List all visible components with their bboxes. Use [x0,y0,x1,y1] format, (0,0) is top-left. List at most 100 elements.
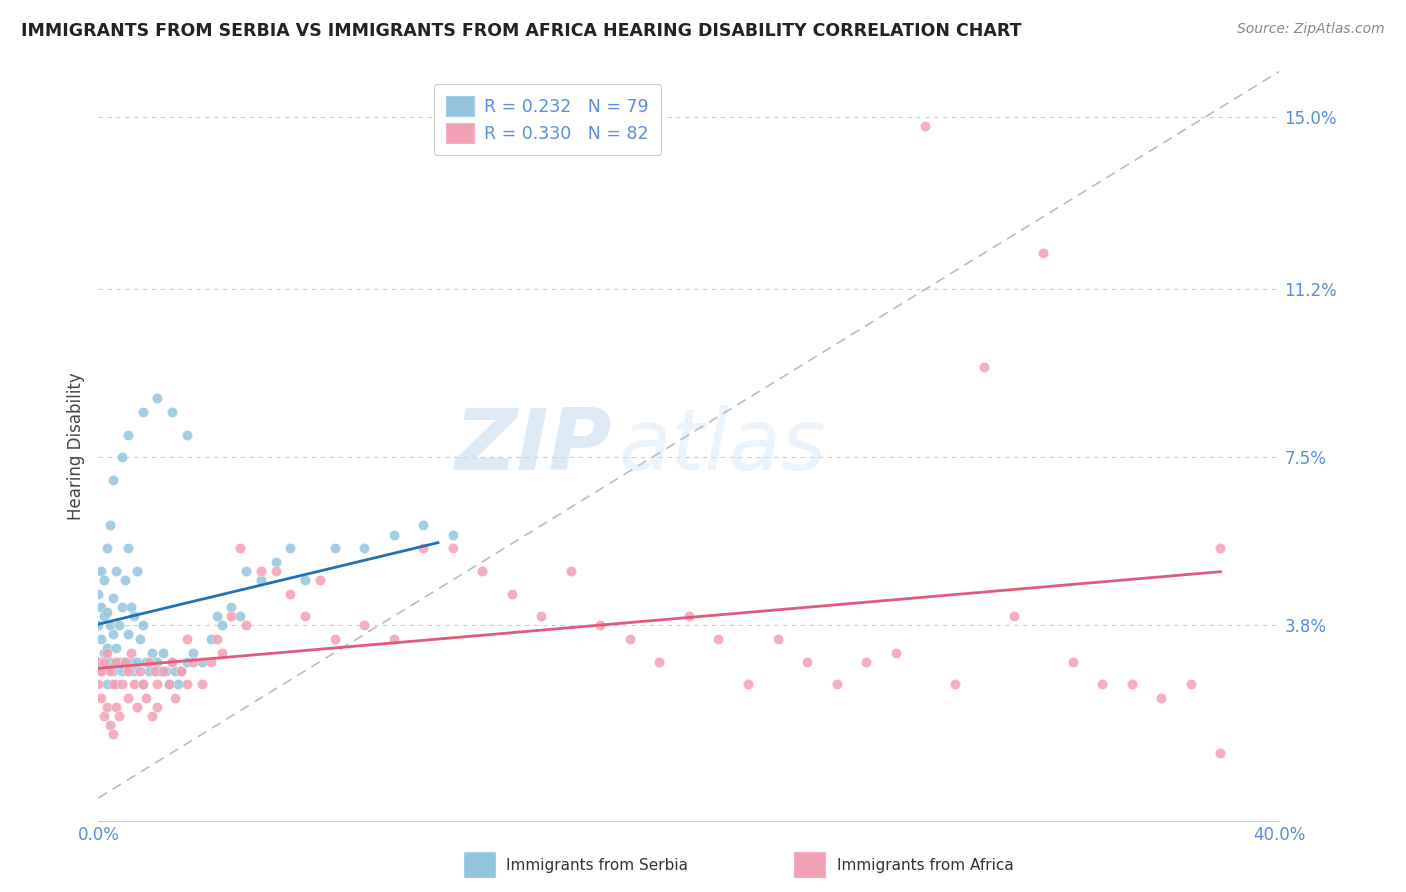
Point [1180,677,1202,691]
Point [280,586,302,600]
Point [855,655,877,669]
Point [141,646,163,660]
Point [280,541,302,556]
Point [162,655,183,669]
Point [353,618,375,632]
Point [143,664,166,678]
Text: Immigrants from Africa: Immigrants from Africa [837,858,1014,872]
Point [93,573,115,587]
Point [117,664,139,678]
Point [264,555,287,569]
Point [138,655,160,669]
Point [191,677,214,691]
Point [1002,609,1025,624]
Point [117,427,139,442]
Point [162,655,183,669]
Point [138,664,160,678]
Point [96,677,118,691]
Point [103,677,125,691]
Point [167,677,190,691]
Point [111,600,134,615]
Point [117,541,139,556]
Point [103,627,125,641]
Point [132,677,155,691]
Point [96,700,118,714]
Point [323,632,346,646]
Point [87,677,110,691]
Point [176,427,198,442]
Text: IMMIGRANTS FROM SERBIA VS IMMIGRANTS FROM AFRICA HEARING DISABILITY CORRELATION : IMMIGRANTS FROM SERBIA VS IMMIGRANTS FRO… [21,22,1022,40]
Point [884,646,907,660]
Text: ZIP: ZIP [454,404,612,488]
Point [117,691,139,706]
Point [200,632,222,646]
Point [1150,691,1173,706]
Point [294,609,316,624]
Point [146,392,169,406]
Point [441,527,464,541]
Point [412,541,434,556]
Point [205,632,228,646]
Point [90,600,112,615]
Point [235,618,257,632]
Point [146,700,169,714]
Point [165,691,187,706]
Point [382,527,405,541]
Point [1032,246,1054,260]
Point [943,677,966,691]
Point [128,664,150,678]
Point [235,564,257,578]
Point [1209,746,1232,760]
Point [165,664,187,678]
Point [181,646,204,660]
Point [162,405,183,419]
Point [176,655,198,669]
FancyBboxPatch shape [794,852,825,877]
Point [141,709,163,723]
Point [441,541,464,556]
Point [973,359,995,374]
Point [211,646,233,660]
Point [87,618,110,632]
Point [108,618,131,632]
Point [111,450,134,465]
Point [229,609,252,624]
Y-axis label: Hearing Disability: Hearing Disability [66,372,84,520]
Text: Immigrants from Serbia: Immigrants from Serbia [506,858,688,872]
Point [1209,541,1232,556]
Point [619,632,641,646]
Point [132,677,155,691]
Point [353,541,375,556]
Point [1062,655,1084,669]
Point [205,609,228,624]
Point [825,677,848,691]
Point [90,691,112,706]
Point [323,541,346,556]
Point [90,564,112,578]
Point [135,655,157,669]
FancyBboxPatch shape [464,852,495,877]
Point [1121,677,1143,691]
Point [146,655,169,669]
Point [530,609,553,624]
Point [87,586,110,600]
Point [111,677,134,691]
Point [501,586,523,600]
Point [114,655,136,669]
Point [191,655,214,669]
Point [152,664,174,678]
Point [93,609,115,624]
Point [90,664,112,678]
Point [96,641,118,656]
Point [170,664,193,678]
Point [560,564,582,578]
Point [149,664,172,678]
Point [117,627,139,641]
Point [96,541,118,556]
Point [122,664,145,678]
Point [93,709,115,723]
Point [105,677,128,691]
Point [103,664,125,678]
Point [294,573,316,587]
Text: Source: ZipAtlas.com: Source: ZipAtlas.com [1237,22,1385,37]
